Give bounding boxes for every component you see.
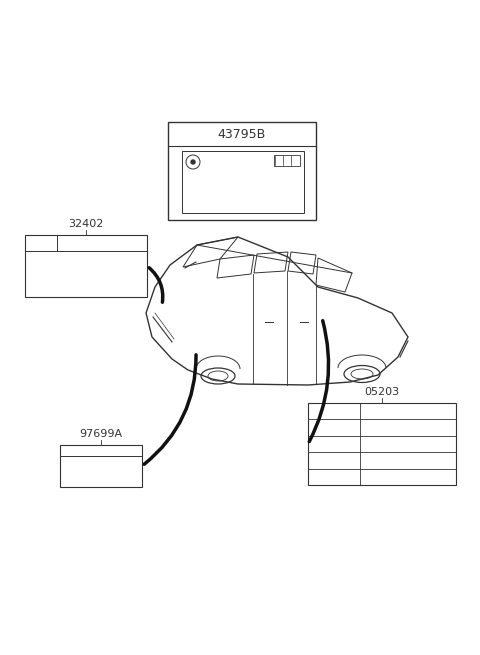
Bar — [25, 235, 147, 297]
Bar — [182, 151, 304, 213]
Bar — [274, 155, 300, 166]
Bar — [60, 445, 142, 487]
Text: 05203: 05203 — [364, 387, 399, 397]
Text: 97699A: 97699A — [79, 429, 122, 439]
Text: 43795B: 43795B — [218, 128, 266, 141]
Circle shape — [191, 160, 195, 164]
Bar — [168, 122, 316, 220]
Bar — [308, 403, 456, 485]
Text: 32402: 32402 — [68, 219, 104, 229]
